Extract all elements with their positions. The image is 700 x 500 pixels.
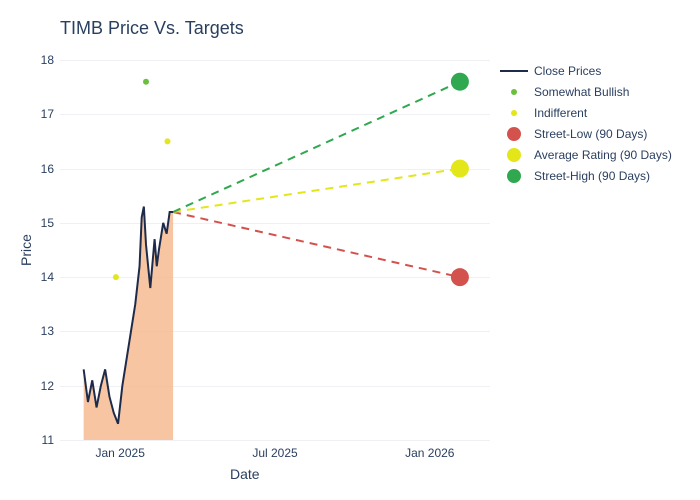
- legend-dot-icon: [500, 127, 528, 141]
- y-tick: 13: [24, 324, 60, 338]
- legend-dot-icon: [500, 148, 528, 162]
- y-tick: 17: [24, 107, 60, 121]
- y-tick: 14: [24, 270, 60, 284]
- legend-label: Close Prices: [534, 64, 601, 78]
- legend-item[interactable]: Street-High (90 Days): [500, 167, 672, 185]
- rating-point: [143, 79, 149, 85]
- rating-point: [165, 138, 171, 144]
- y-tick: 12: [24, 379, 60, 393]
- x-axis-label: Date: [230, 466, 260, 482]
- legend-dot-icon: [500, 110, 528, 116]
- legend: Close Prices Somewhat Bullish Indifferent S…: [500, 62, 672, 188]
- y-tick: 16: [24, 162, 60, 176]
- legend-label: Street-High (90 Days): [534, 169, 650, 183]
- legend-item[interactable]: Street-Low (90 Days): [500, 125, 672, 143]
- legend-label: Street-Low (90 Days): [534, 127, 647, 141]
- legend-label: Indifferent: [534, 106, 587, 120]
- x-tick: Jan 2026: [405, 440, 454, 460]
- legend-item[interactable]: Indifferent: [500, 104, 672, 122]
- projection-line: [173, 212, 460, 277]
- x-tick: Jan 2025: [95, 440, 144, 460]
- projection-dot: [451, 160, 469, 178]
- projection-dot: [451, 73, 469, 91]
- price-targets-chart: TIMB Price Vs. Targets Price Date 111213…: [0, 0, 700, 500]
- chart-title: TIMB Price Vs. Targets: [60, 18, 244, 39]
- legend-dot-icon: [500, 169, 528, 183]
- y-tick: 15: [24, 216, 60, 230]
- legend-item[interactable]: Average Rating (90 Days): [500, 146, 672, 164]
- projection-dot: [451, 268, 469, 286]
- projection-line: [173, 169, 460, 212]
- legend-item[interactable]: Close Prices: [500, 62, 672, 80]
- legend-dot-icon: [500, 89, 528, 95]
- legend-line-icon: [500, 70, 528, 72]
- plot-area: 1112131415161718Jan 2025Jul 2025Jan 2026: [60, 60, 490, 440]
- projection-line: [173, 82, 460, 212]
- x-tick: Jul 2025: [252, 440, 297, 460]
- legend-label: Average Rating (90 Days): [534, 148, 672, 162]
- legend-label: Somewhat Bullish: [534, 85, 629, 99]
- rating-point: [113, 274, 119, 280]
- y-tick: 18: [24, 53, 60, 67]
- y-tick: 11: [24, 433, 60, 447]
- chart-svg: [60, 60, 490, 440]
- legend-item[interactable]: Somewhat Bullish: [500, 83, 672, 101]
- y-axis-label: Price: [18, 234, 34, 266]
